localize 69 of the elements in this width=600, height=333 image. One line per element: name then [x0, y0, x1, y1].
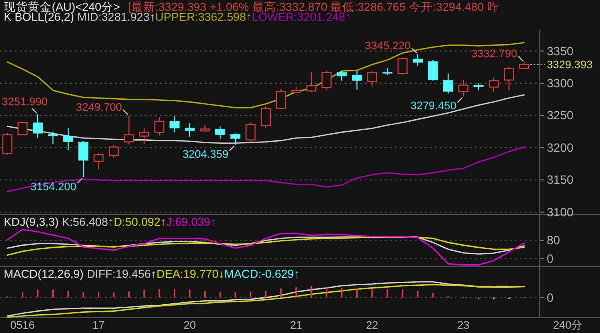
- candlestick: [489, 77, 499, 92]
- candlestick: [170, 116, 180, 133]
- candlestick: [413, 54, 423, 67]
- text: MID:3281.923↑: [78, 12, 156, 24]
- series-label: K:56.408↑: [62, 217, 114, 229]
- annotation: 3251.990: [2, 96, 48, 108]
- text: 240分: [553, 320, 583, 332]
- series-label: D:50.092↑: [114, 217, 166, 229]
- legend-title: KDJ(9,3,3): [4, 217, 62, 229]
- candlestick: [504, 66, 514, 92]
- candlestick: [337, 70, 347, 82]
- series-label: J:69.039↑: [166, 217, 216, 229]
- series-label: DEA:19.770↓: [156, 269, 225, 281]
- candlestick: [18, 122, 28, 136]
- candlestick: [322, 70, 332, 92]
- candlestick: [124, 115, 134, 146]
- candlestick: [139, 128, 150, 145]
- chart-title: 现货黄金(AU)<240分>: [4, 1, 121, 14]
- candlestick: [276, 88, 286, 110]
- candlestick: [48, 131, 58, 145]
- candlestick: [78, 140, 89, 178]
- y-tick-label: 0: [547, 252, 554, 266]
- x-tick-label: 0516: [10, 320, 36, 332]
- candlestick: [306, 72, 317, 94]
- y-tick-label: 3250: [547, 108, 574, 123]
- text: 3329.393: [547, 60, 593, 72]
- candlestick: [230, 133, 241, 146]
- candlestick: [261, 106, 271, 128]
- candlestick: [185, 122, 195, 138]
- y-tick-label: 80: [547, 234, 561, 248]
- y-tick-label: 3350: [547, 44, 574, 58]
- x-tick-label: 20: [184, 320, 196, 332]
- candlestick: [398, 57, 408, 76]
- candlestick: [215, 126, 226, 140]
- y-tick-label: 3200: [547, 140, 574, 155]
- candlestick: [443, 73, 454, 94]
- x-tick-label: 17: [92, 320, 105, 332]
- candlestick: [352, 70, 362, 90]
- y-tick-label: 3150: [547, 173, 574, 188]
- annotation: 3345.220: [365, 40, 411, 52]
- x-tick-label: 23: [457, 320, 470, 332]
- legend-title: MACD(12,26,9): [4, 269, 88, 281]
- x-tick-label: 21: [290, 320, 303, 332]
- candlestick: [2, 132, 13, 156]
- x-tick-label: 22: [366, 320, 379, 332]
- candlestick: [367, 70, 378, 88]
- candlestick: [154, 117, 165, 136]
- text: UPPER:3362.598↑: [156, 12, 252, 24]
- annotation: 3279.450: [410, 100, 457, 113]
- annotation: 3154.200: [30, 181, 77, 194]
- candlestick: [246, 122, 256, 143]
- candlestick: [63, 127, 74, 151]
- series-label: MACD:-0.629↑: [224, 269, 300, 281]
- chart-subtitle: [最新:3329.393 +1.06% 最高:3332.870 最低:3286.765 今开:3294.480 昨: [128, 0, 500, 14]
- text: LOWER:3201.248↑: [252, 12, 352, 24]
- legend-title: K BOLL(26,2): [4, 12, 78, 24]
- y-tick-label: 3300: [547, 76, 574, 90]
- candlestick: [428, 60, 438, 82]
- text: DIFF:19.456↑: [87, 269, 157, 281]
- annotation: 3249.700: [76, 102, 122, 114]
- candlestick: [94, 152, 104, 170]
- candlestick: [109, 144, 119, 159]
- annotation: 3204.359: [182, 149, 229, 162]
- candlestick: [458, 80, 469, 98]
- line-series: [6, 146, 526, 192]
- line-series: [6, 229, 526, 266]
- y-tick-label: 3100: [547, 205, 574, 220]
- annotation: 3332.790: [472, 48, 518, 60]
- candlestick: [33, 114, 43, 139]
